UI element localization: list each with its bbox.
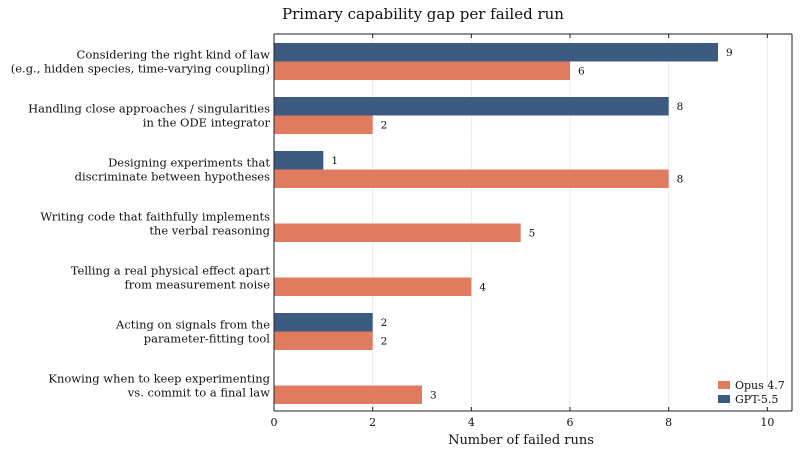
x-tick-label: 6 <box>567 416 574 429</box>
bars: 9 6 8 2 1 8 5 4 2 2 3 <box>274 43 733 404</box>
category-label: discriminate between hypotheses <box>75 170 271 184</box>
category-label: vs. commit to a final law <box>127 386 270 400</box>
data-label: 3 <box>430 389 437 401</box>
bar <box>274 331 373 350</box>
grid <box>372 34 768 411</box>
category-label: (e.g., hidden species, time-varying coup… <box>11 62 270 76</box>
bar <box>274 313 373 332</box>
legend-label: GPT-5.5 <box>735 393 778 406</box>
data-label: 8 <box>677 173 684 185</box>
bar <box>274 169 669 188</box>
bar <box>274 43 718 62</box>
bar <box>274 97 669 116</box>
data-label: 2 <box>381 317 388 329</box>
bar <box>274 151 324 170</box>
x-tick-label: 0 <box>271 416 278 429</box>
x-tick-label: 10 <box>760 416 774 429</box>
category-label: the verbal reasoning <box>149 224 270 238</box>
bar <box>274 385 422 404</box>
legend-swatch <box>718 381 730 389</box>
category-label: Considering the right kind of law <box>77 48 271 62</box>
category-label: Handling close approaches / singularitie… <box>28 102 270 116</box>
data-label: 8 <box>677 101 684 113</box>
data-label: 9 <box>726 47 733 59</box>
category-label: Acting on signals from the <box>115 318 270 332</box>
data-label: 4 <box>479 281 486 293</box>
axes: 0 2 4 6 8 10 <box>271 33 793 429</box>
x-axis-label: Number of failed runs <box>448 433 594 448</box>
category-label: Knowing when to keep experimenting <box>48 372 270 386</box>
category-label: Designing experiments that <box>108 156 270 170</box>
bar <box>274 61 570 80</box>
category-label: in the ODE integrator <box>143 116 271 130</box>
bar <box>274 277 472 296</box>
data-label: 5 <box>529 227 536 239</box>
category-label: from measurement noise <box>124 278 270 292</box>
category-label: parameter-fitting tool <box>144 332 271 346</box>
bar <box>274 223 521 242</box>
bar <box>274 115 373 134</box>
data-label: 6 <box>578 65 585 77</box>
data-label: 2 <box>381 119 388 131</box>
category-label: Writing code that faithfully implements <box>40 210 270 224</box>
legend-swatch <box>718 395 730 403</box>
category-label: Telling a real physical effect apart <box>71 264 271 278</box>
category-labels: Considering the right kind of law(e.g., … <box>11 48 271 400</box>
data-label: 2 <box>381 335 388 347</box>
x-tick-label: 8 <box>665 416 672 429</box>
legend-label: Opus 4.7 <box>735 379 785 392</box>
x-tick-label: 2 <box>369 416 376 429</box>
data-label: 1 <box>331 155 338 167</box>
chart-title: Primary capability gap per failed run <box>282 5 564 23</box>
x-tick-label: 4 <box>468 416 475 429</box>
